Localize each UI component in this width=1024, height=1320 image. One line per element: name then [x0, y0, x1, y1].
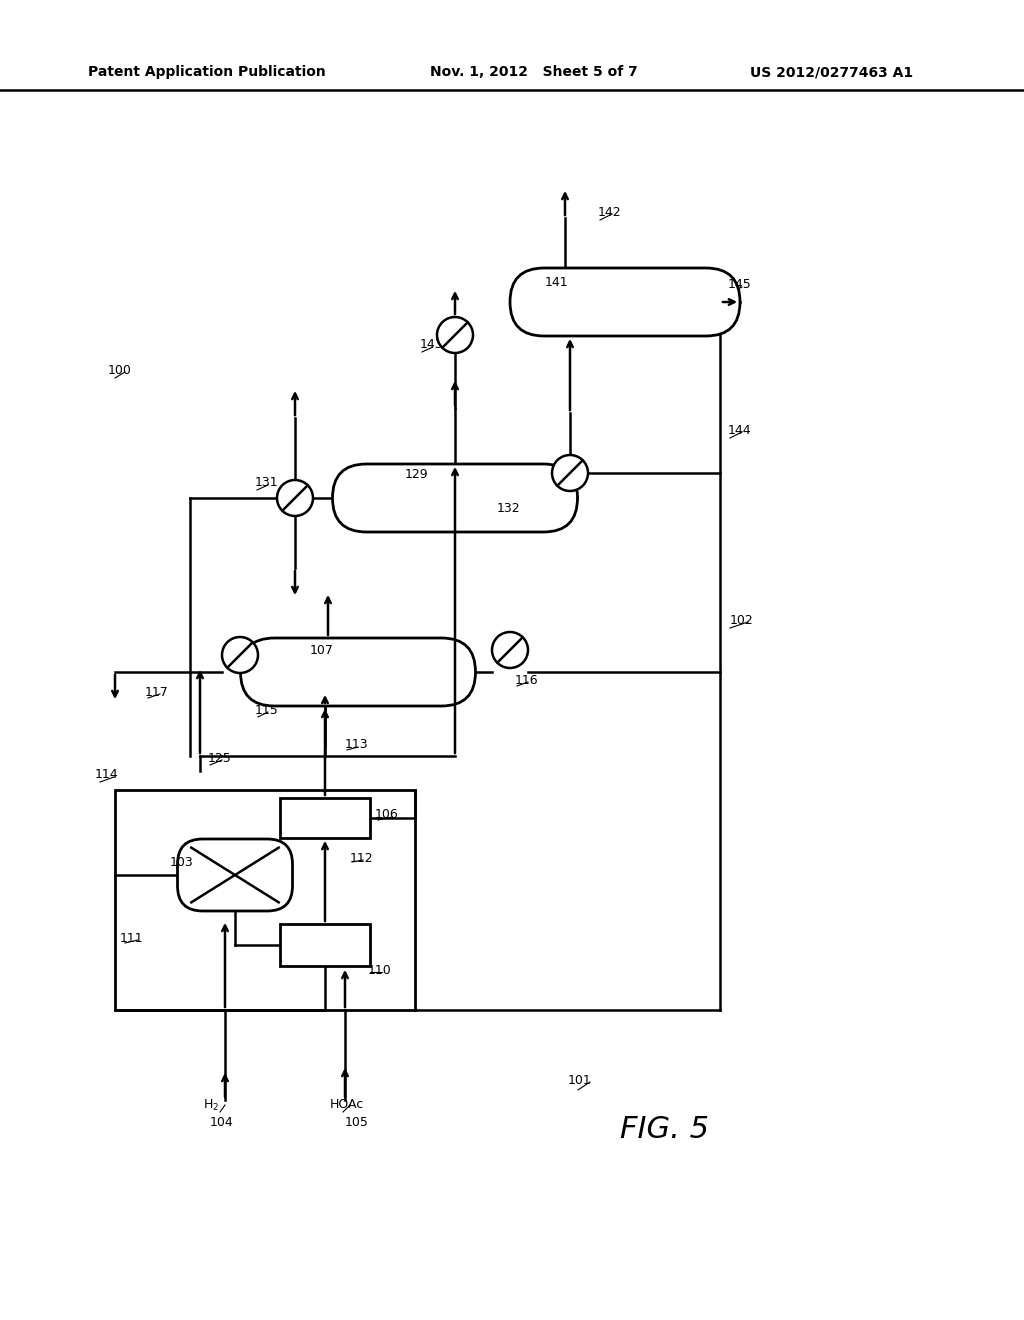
Text: US 2012/0277463 A1: US 2012/0277463 A1: [750, 65, 913, 79]
Text: H$_2$: H$_2$: [203, 1097, 219, 1113]
Text: 143: 143: [420, 338, 443, 351]
Text: 131: 131: [255, 477, 279, 490]
Text: 132: 132: [497, 502, 520, 515]
Bar: [115, 789, 415, 1010]
Text: 115: 115: [255, 704, 279, 717]
Circle shape: [437, 317, 473, 352]
Text: 144: 144: [728, 424, 752, 437]
Text: HOAc: HOAc: [330, 1098, 365, 1111]
Text: 117: 117: [145, 685, 169, 698]
Text: 105: 105: [345, 1115, 369, 1129]
Text: 103: 103: [170, 855, 194, 869]
Text: 101: 101: [568, 1073, 592, 1086]
Text: 113: 113: [345, 738, 369, 751]
FancyBboxPatch shape: [333, 465, 578, 532]
Text: 142: 142: [598, 206, 622, 219]
Text: 125: 125: [208, 751, 231, 764]
Bar: [280, 924, 370, 966]
FancyBboxPatch shape: [510, 268, 740, 337]
Text: 114: 114: [95, 768, 119, 781]
Text: Patent Application Publication: Patent Application Publication: [88, 65, 326, 79]
FancyBboxPatch shape: [241, 638, 475, 706]
FancyBboxPatch shape: [177, 840, 293, 911]
Text: 102: 102: [730, 614, 754, 627]
Text: 116: 116: [515, 673, 539, 686]
Text: 110: 110: [368, 964, 392, 977]
Text: 107: 107: [310, 644, 334, 656]
Text: FIG. 5: FIG. 5: [620, 1115, 709, 1144]
Text: 145: 145: [728, 279, 752, 292]
Text: 106: 106: [375, 808, 398, 821]
Text: 104: 104: [210, 1115, 233, 1129]
Bar: [280, 799, 370, 838]
Text: 141: 141: [545, 276, 568, 289]
Text: Nov. 1, 2012   Sheet 5 of 7: Nov. 1, 2012 Sheet 5 of 7: [430, 65, 638, 79]
Text: 129: 129: [406, 469, 429, 482]
Text: 100: 100: [108, 363, 132, 376]
Circle shape: [552, 455, 588, 491]
Circle shape: [222, 638, 258, 673]
Circle shape: [492, 632, 528, 668]
Text: 112: 112: [350, 851, 374, 865]
Text: 111: 111: [120, 932, 143, 945]
Circle shape: [278, 480, 313, 516]
